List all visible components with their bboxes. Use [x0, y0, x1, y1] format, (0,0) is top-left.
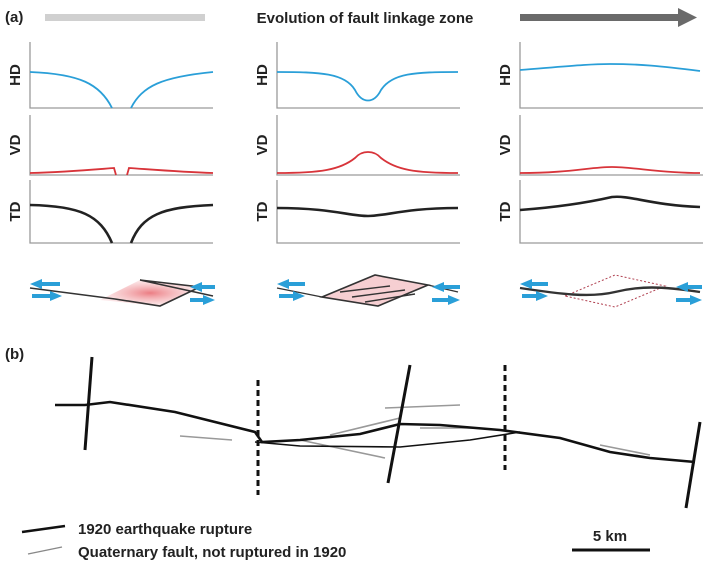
slip-arrow	[32, 291, 62, 301]
row-label: TD	[7, 201, 24, 221]
vd-curve	[519, 166, 701, 174]
td-curve	[519, 195, 701, 212]
arrow-head	[678, 8, 697, 27]
schematic-1	[29, 279, 215, 307]
slip-arrow	[520, 279, 548, 289]
axis	[276, 115, 460, 176]
schematic-3	[519, 274, 702, 308]
panel-title: Evolution of fault linkage zone	[257, 10, 474, 27]
axis	[29, 42, 213, 109]
row-label: HD	[497, 64, 514, 86]
row-label: TD	[497, 201, 514, 221]
linkage-zone	[319, 274, 431, 307]
panel-label: (a)	[5, 9, 23, 26]
cross-fault	[83, 356, 702, 509]
legend-text: 1920 earthquake rupture	[78, 521, 252, 538]
linkage-zone	[563, 274, 667, 308]
hd-curve	[519, 63, 701, 72]
fault-trace	[29, 279, 214, 307]
axis	[276, 42, 460, 109]
axis	[519, 42, 703, 109]
slip-arrow	[676, 295, 702, 305]
axis	[29, 180, 213, 244]
schematic-2	[276, 274, 460, 307]
rupture	[254, 431, 521, 448]
axis	[519, 180, 703, 244]
map	[55, 356, 702, 509]
row-label: VD	[497, 134, 514, 155]
axes-group: HD VD TD HD VD TD HD VD TD	[7, 42, 703, 244]
fault-trace	[519, 286, 701, 297]
slip-arrow	[30, 279, 60, 289]
vd-curve	[276, 151, 459, 174]
slip-arrow	[277, 279, 305, 289]
td-curve	[276, 206, 459, 218]
slip-arrow	[190, 282, 215, 292]
axis	[276, 180, 460, 244]
slip-arrow	[432, 282, 460, 292]
legend-line	[21, 524, 66, 534]
axis	[519, 115, 703, 176]
rupture	[55, 400, 696, 464]
axis	[29, 115, 213, 176]
row-label: TD	[254, 201, 271, 221]
quaternary-fault	[179, 404, 651, 459]
slip-arrow	[190, 295, 215, 305]
hd-curve	[276, 71, 459, 102]
panel-label: (b)	[5, 346, 24, 363]
row-label: HD	[7, 64, 24, 86]
slip-arrow	[522, 291, 548, 301]
slip-arrow	[432, 295, 460, 305]
linkage-zone	[100, 280, 200, 306]
arrow-start	[45, 14, 205, 21]
row-label: HD	[254, 64, 271, 86]
scale-text: 5 km	[593, 528, 627, 545]
row-label: VD	[254, 134, 271, 155]
arrow-bar	[520, 14, 680, 21]
legend-line	[27, 546, 63, 555]
slip-arrow	[676, 282, 702, 292]
vd-curve	[29, 167, 214, 176]
segment-boundary	[256, 365, 507, 495]
slip-arrow	[279, 291, 305, 301]
legend-text: Quaternary fault, not ruptured in 1920	[78, 544, 346, 561]
td-curve	[29, 203, 214, 244]
hd-curve	[29, 71, 214, 109]
row-label: VD	[7, 134, 24, 155]
